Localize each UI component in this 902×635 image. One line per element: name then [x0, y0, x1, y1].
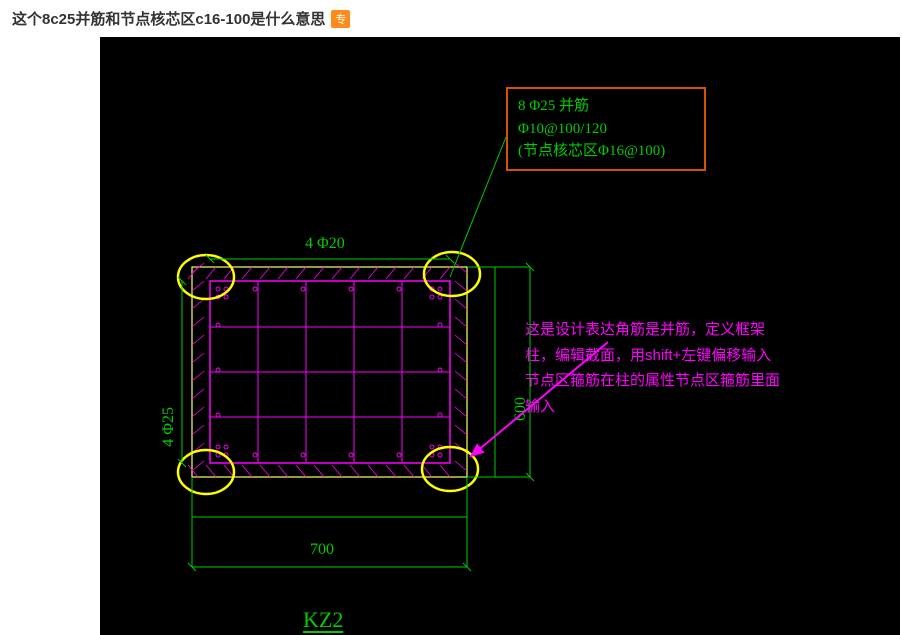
info-line: Φ10@100/120 — [518, 118, 694, 141]
callout-line: 输入 — [525, 394, 780, 420]
callout-line: 节点区箍筋在柱的属性节点区箍筋里面 — [525, 368, 780, 394]
column-id-label: KZ2 — [303, 607, 343, 633]
callout-line: 这是设计表达角筋是并筋，定义框架 — [525, 317, 780, 343]
info-line: 8 Φ25 并筋 — [518, 95, 694, 118]
rebar-info-box: 8 Φ25 并筋Φ10@100/120(节点核芯区Φ16@100) — [506, 87, 706, 171]
annotation-callout: 这是设计表达角筋是并筋，定义框架柱，编辑截面，用shift+左键偏移输入节点区箍… — [525, 317, 780, 419]
cad-container: 8 Φ25 并筋Φ10@100/120(节点核芯区Φ16@100) 4 Φ20 … — [0, 37, 902, 635]
info-line: (节点核芯区Φ16@100) — [518, 140, 694, 163]
cad-canvas: 8 Φ25 并筋Φ10@100/120(节点核芯区Φ16@100) 4 Φ20 … — [100, 37, 900, 635]
callout-line: 柱，编辑截面，用shift+左键偏移输入 — [525, 343, 780, 369]
dim-left-label: 4 Φ25 — [160, 407, 178, 447]
page-root: 这个8c25并筋和节点核芯区c16-100是什么意思 专 8 Φ25 并筋Φ10… — [0, 0, 902, 635]
page-title: 这个8c25并筋和节点核芯区c16-100是什么意思 — [12, 8, 325, 29]
dim-bottom-label: 700 — [310, 541, 334, 559]
pro-badge: 专 — [331, 10, 350, 28]
title-bar: 这个8c25并筋和节点核芯区c16-100是什么意思 专 — [0, 0, 902, 37]
dim-top-label: 4 Φ20 — [305, 235, 345, 253]
